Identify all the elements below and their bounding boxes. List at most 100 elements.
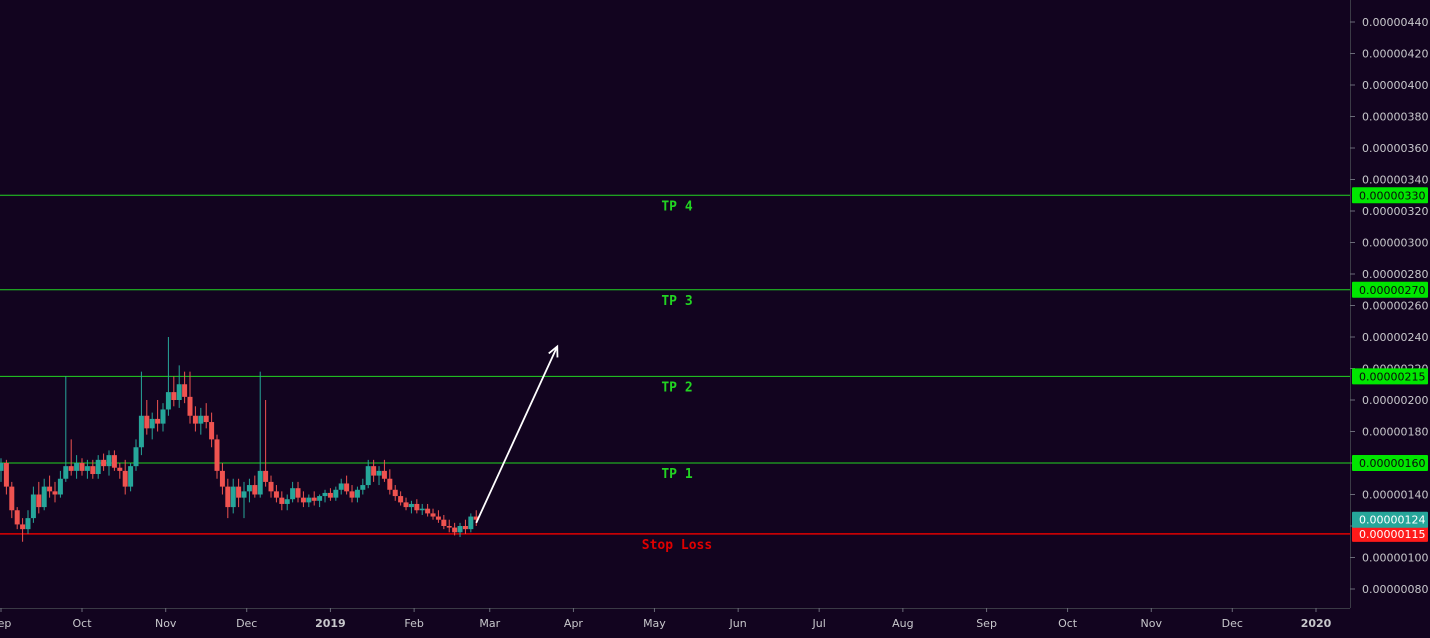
level-price-badge: 0.00000215 [1352, 368, 1428, 385]
candle-body [295, 488, 301, 498]
candle [387, 469, 393, 495]
candle [273, 485, 279, 503]
candle-body [214, 439, 220, 471]
candle [300, 491, 306, 508]
last-price-badge-text: 0.00000124 [1359, 514, 1425, 527]
candle-body [68, 466, 74, 471]
candle-body [230, 486, 236, 508]
candle-body [284, 499, 290, 504]
candle [0, 458, 4, 482]
candle [176, 365, 182, 408]
candle-body [25, 518, 31, 530]
candle [376, 466, 382, 486]
candle-body [128, 466, 134, 487]
candle [317, 494, 323, 508]
candle-body [133, 447, 139, 467]
candle [165, 337, 171, 416]
last-price-badge-bg [1352, 511, 1428, 528]
candle-body [187, 396, 193, 416]
candle-body [290, 488, 296, 500]
level-price-badge: 0.00000115 [1352, 525, 1428, 542]
time-tick-label: May [643, 617, 666, 630]
candle-body [398, 496, 404, 503]
candle-body [219, 470, 225, 487]
candle-body [192, 415, 198, 424]
time-tick-label: Mar [479, 617, 500, 630]
time-tick-label: 2020 [1301, 617, 1332, 630]
candle [414, 499, 420, 514]
candle-body [257, 470, 263, 495]
candle-body [9, 486, 15, 511]
time-tick-label: Dec [236, 617, 257, 630]
candle-body [435, 516, 441, 520]
candle-body [365, 466, 371, 486]
price-tick-label: 0.00000360 [1362, 142, 1428, 155]
candle-body [57, 478, 63, 495]
candle-body [209, 422, 215, 440]
price-tick-label: 0.00000200 [1362, 394, 1428, 407]
candle [25, 510, 31, 534]
candle-body [381, 470, 387, 479]
level-price-badge-text: 0.00000215 [1359, 370, 1425, 383]
price-tick-label: 0.00000320 [1362, 205, 1428, 218]
candle [344, 475, 350, 495]
candle [295, 481, 301, 503]
candle-body [90, 466, 96, 475]
level-label: Stop Loss [642, 538, 712, 553]
candle [90, 459, 96, 479]
candle [41, 478, 47, 511]
candle-body [360, 485, 366, 490]
candle [122, 459, 128, 495]
candle-body [20, 524, 26, 530]
candle [230, 478, 236, 514]
candle [425, 503, 431, 517]
candle-body [446, 526, 452, 528]
time-tick-label: Dec [1222, 617, 1243, 630]
candle-body [14, 510, 20, 525]
candle [430, 508, 436, 520]
candle [327, 488, 333, 501]
candle-body [144, 415, 150, 429]
candle [74, 455, 80, 479]
level-price-badge-bg [1352, 368, 1428, 385]
arrow-head [548, 344, 559, 358]
candle [52, 481, 58, 503]
candle-body [0, 463, 4, 471]
candle [149, 412, 155, 440]
candle [57, 470, 63, 498]
candle [36, 481, 42, 514]
time-tick-label: Feb [404, 617, 423, 630]
plot-background [0, 0, 1350, 608]
target-arrow [475, 344, 559, 524]
candle-body [376, 470, 382, 476]
candle [241, 481, 247, 519]
candle-body [252, 485, 258, 495]
price-tick-label: 0.00000140 [1362, 489, 1428, 502]
candle-body [441, 519, 447, 526]
candle [68, 439, 74, 476]
candle [203, 403, 209, 429]
candle-body [317, 496, 323, 501]
candle [79, 458, 85, 476]
level-price-badge-bg [1352, 281, 1428, 298]
candle-body [246, 485, 252, 492]
candle-body [111, 455, 117, 468]
level-price-badge: 0.00000270 [1352, 281, 1428, 298]
candle-body [371, 466, 377, 476]
candle-body [236, 486, 242, 498]
candle [322, 489, 328, 503]
price-tick-label: 0.00000180 [1362, 426, 1428, 439]
price-tick-label: 0.00000340 [1362, 174, 1428, 187]
level-price-badge-bg [1352, 187, 1428, 204]
candle-body [338, 483, 344, 490]
candle [306, 494, 312, 508]
level-label: TP 2 [661, 380, 692, 395]
level-price-badge-bg [1352, 525, 1428, 542]
candle [263, 400, 269, 487]
candle-body [41, 486, 47, 508]
candle-body [327, 492, 333, 498]
candle-body [241, 491, 247, 498]
candle [209, 412, 215, 448]
